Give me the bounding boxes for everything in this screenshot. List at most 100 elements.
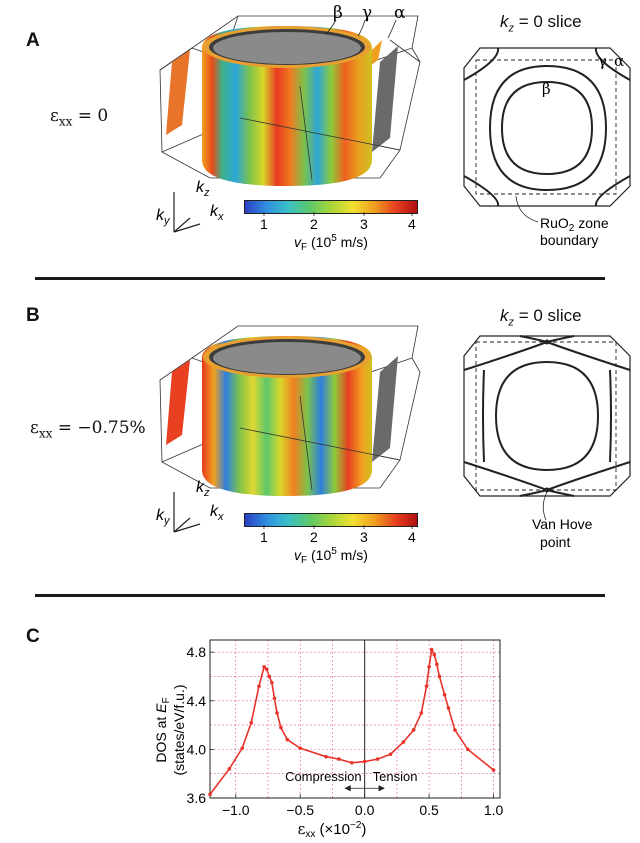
divider-ab bbox=[35, 277, 605, 280]
arrow-head-left bbox=[344, 785, 351, 792]
data-point bbox=[337, 757, 341, 761]
slice-a-alpha-contours bbox=[463, 47, 631, 207]
chart-frame bbox=[209, 639, 501, 799]
panel-b-label: B bbox=[26, 305, 40, 326]
data-point bbox=[262, 664, 266, 669]
data-point bbox=[270, 680, 274, 685]
colorbar-b-tick-1: 1 bbox=[260, 529, 268, 545]
gamma-sheet-cylinder-b bbox=[202, 336, 372, 496]
data-point bbox=[375, 757, 380, 761]
data-point bbox=[419, 711, 424, 715]
chart-xlabel: εxx (×10−2) bbox=[298, 820, 367, 840]
strain-subscript: xx bbox=[58, 114, 73, 129]
data-point bbox=[208, 792, 212, 797]
strain-arrow bbox=[344, 785, 385, 792]
ylabel-line1: DOS at EF bbox=[153, 697, 172, 762]
ky-label: ky bbox=[156, 207, 171, 227]
x-tick-label: 0.0 bbox=[355, 802, 375, 818]
alpha-sheet-right-b bbox=[372, 356, 398, 462]
data-point bbox=[240, 746, 245, 750]
ky-label-b: ky bbox=[156, 507, 171, 527]
zone-boundary-label-line1: RuO2 zone bbox=[540, 215, 609, 234]
panel-a-kz-slice: γ α β RuO2 zone boundary bbox=[463, 47, 631, 248]
data-point bbox=[424, 684, 429, 688]
strain-value: = 0 bbox=[77, 106, 109, 126]
data-point bbox=[285, 737, 290, 742]
slice-a-beta-contour bbox=[500, 80, 594, 176]
data-point bbox=[227, 767, 232, 771]
beta-sheet-inner-b bbox=[213, 342, 361, 374]
chart-series bbox=[208, 647, 496, 797]
panel-a-colorbar bbox=[244, 200, 418, 214]
slice-a-gamma-contour bbox=[488, 64, 608, 192]
data-point bbox=[298, 746, 303, 750]
data-point bbox=[465, 747, 470, 752]
strain-symbol: ε bbox=[50, 106, 59, 126]
panel-a-slice-title: kz = 0 slice bbox=[500, 12, 582, 35]
panel-a-axes: ky kz kx bbox=[156, 180, 224, 233]
wireframe-front bbox=[239, 85, 401, 181]
gamma-label: γ bbox=[362, 3, 372, 23]
kz-label: kz bbox=[196, 180, 210, 199]
colorbar-b-tick-3: 3 bbox=[360, 529, 368, 545]
gamma-sheet-cylinder bbox=[202, 26, 372, 186]
data-point bbox=[437, 674, 442, 679]
divider-bc bbox=[35, 594, 605, 597]
data-point bbox=[453, 728, 457, 732]
y-tick-label: 4.0 bbox=[187, 741, 207, 757]
x-tick-label: 0.5 bbox=[419, 802, 439, 818]
data-point bbox=[249, 720, 254, 725]
arrow-head-right bbox=[378, 785, 385, 792]
data-point bbox=[388, 752, 393, 757]
beta-label: β bbox=[333, 3, 343, 23]
data-point bbox=[272, 696, 277, 701]
panel-b-kz-slice: Van Hove point bbox=[463, 335, 631, 550]
x-tick-label: −0.5 bbox=[286, 802, 314, 818]
data-point bbox=[362, 759, 367, 764]
data-point bbox=[264, 667, 269, 671]
van-hove-pointer bbox=[542, 491, 548, 521]
colorbar-tick-1: 1 bbox=[260, 216, 268, 232]
data-point bbox=[411, 728, 416, 732]
colorbar-tick-4: 4 bbox=[408, 216, 416, 232]
panel-a-label: A bbox=[26, 30, 40, 51]
slice-a-beta-label: β bbox=[542, 80, 551, 98]
alpha-sheet-left bbox=[166, 50, 190, 135]
data-point bbox=[267, 674, 272, 679]
tension-label: Tension bbox=[373, 769, 418, 784]
slice-b-hyperbolic-contours bbox=[463, 335, 631, 497]
data-point bbox=[427, 664, 431, 669]
slice-a-zone-boundary bbox=[475, 59, 617, 195]
kx-label: kx bbox=[210, 203, 224, 223]
y-tick-label: 4.4 bbox=[187, 693, 207, 709]
colorbar-b-tick-4: 4 bbox=[408, 529, 416, 545]
kz-label-b: kz bbox=[196, 480, 210, 499]
panel-a-strain-label: εxx = 0 bbox=[50, 106, 108, 128]
slice-b-beta-contour bbox=[494, 360, 600, 472]
slice-a-alpha-label: α bbox=[614, 52, 624, 70]
panel-b-colorbar bbox=[244, 513, 418, 527]
panel-b-slice-title: kz = 0 slice bbox=[500, 306, 582, 329]
sheet-pointers bbox=[325, 19, 397, 39]
data-point bbox=[446, 706, 451, 710]
panel-a-fermi-surface-3d: β γ α bbox=[159, 3, 421, 186]
compression-label: Compression bbox=[285, 769, 362, 784]
zone-boundary-label-line2: boundary bbox=[540, 232, 598, 248]
data-point bbox=[401, 740, 406, 744]
colorbar-b-label: vF (105 m/s) bbox=[294, 546, 368, 565]
data-point bbox=[429, 647, 434, 652]
alpha-sheet-left-b bbox=[166, 360, 190, 445]
data-point bbox=[432, 652, 437, 657]
alpha-sheet-top bbox=[370, 40, 382, 66]
panel-b-axes: ky kz kx bbox=[156, 480, 224, 533]
data-point bbox=[275, 711, 279, 715]
data-point bbox=[324, 754, 328, 759]
slice-b-outer-boundary bbox=[463, 335, 631, 497]
colorbar-label: vF (105 m/s) bbox=[294, 233, 368, 252]
x-tick-label: 1.0 bbox=[484, 802, 504, 818]
data-point bbox=[279, 725, 283, 730]
panel-c-label: C bbox=[26, 626, 40, 647]
kx-label-b: kx bbox=[210, 503, 224, 523]
x-tick-label: −1.0 bbox=[222, 802, 250, 818]
chart-grid bbox=[210, 640, 500, 798]
